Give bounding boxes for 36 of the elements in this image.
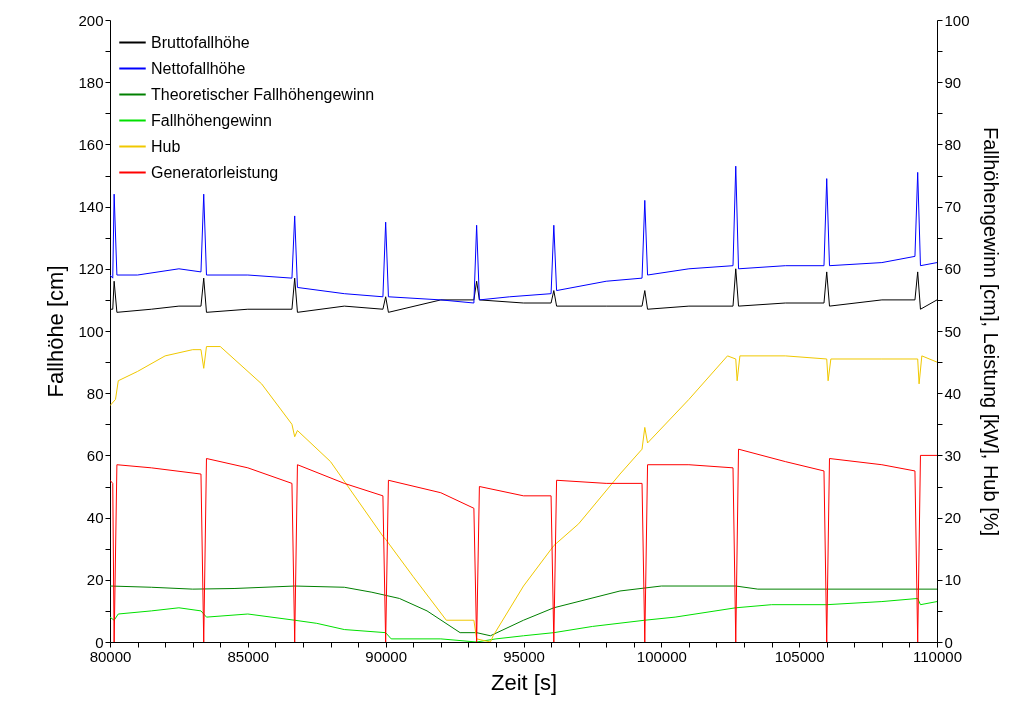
legend-label: Nettofallhöhe bbox=[151, 59, 246, 77]
x-tick-label: 105000 bbox=[774, 647, 825, 665]
y-tick-label: 180 bbox=[78, 73, 104, 91]
y2-tick-label: 80 bbox=[944, 135, 962, 153]
y-axis-title: Fallhöhe [cm] bbox=[43, 265, 69, 398]
y2-tick-label: 40 bbox=[944, 384, 962, 402]
y-tick-label: 80 bbox=[86, 384, 104, 402]
legend-label: Generatorleistung bbox=[151, 163, 279, 181]
legend-label: Fallhöhengewinn bbox=[151, 111, 272, 129]
legend-label: Theoretischer Fallhöhengewinn bbox=[151, 85, 375, 103]
y2-tick-label: 100 bbox=[944, 11, 970, 29]
legend-label: Bruttofallhöhe bbox=[151, 33, 250, 51]
y-tick-label: 100 bbox=[78, 322, 104, 340]
y2-tick-label: 70 bbox=[944, 198, 962, 216]
line-series bbox=[110, 585, 937, 637]
y2-tick-label: 90 bbox=[944, 73, 962, 91]
y-tick-label: 60 bbox=[86, 446, 104, 464]
y2-tick-label: 30 bbox=[944, 446, 962, 464]
y-tick-label: 160 bbox=[78, 135, 104, 153]
y2-tick-label: 20 bbox=[944, 509, 962, 527]
y2-tick-label: 60 bbox=[944, 260, 962, 278]
line-series bbox=[110, 165, 937, 304]
y2-axis-title: Fallhöhengewinn [cm], Leistung [kW], Hub [%] bbox=[979, 126, 1002, 537]
x-tick-label: 100000 bbox=[636, 647, 687, 665]
x-tick-label: 85000 bbox=[227, 647, 270, 665]
y-tick-label: 40 bbox=[86, 509, 104, 527]
x-tick-label: 90000 bbox=[365, 647, 408, 665]
x-axis-title: Zeit [s] bbox=[490, 669, 558, 695]
y-tick-label: 120 bbox=[78, 260, 104, 278]
y-tick-label: 200 bbox=[78, 11, 104, 29]
x-tick-label: 95000 bbox=[503, 647, 545, 665]
y2-tick-label: 50 bbox=[944, 322, 962, 340]
y2-tick-label: 10 bbox=[944, 571, 962, 589]
y-tick-label: 20 bbox=[86, 571, 104, 589]
y-tick-label: 140 bbox=[78, 198, 104, 216]
legend-label: Hub bbox=[151, 137, 181, 155]
